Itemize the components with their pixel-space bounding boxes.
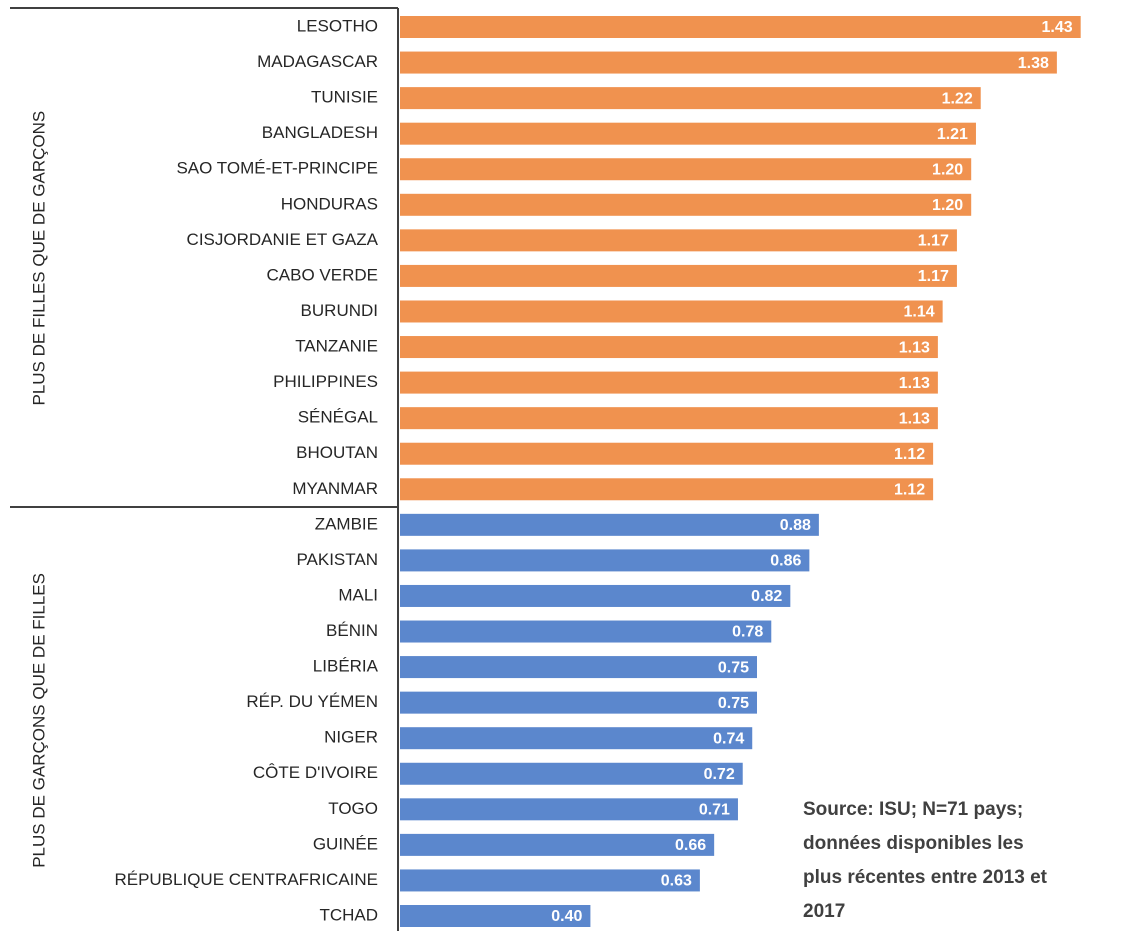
bar (400, 336, 938, 359)
value-label: 0.75 (718, 659, 749, 676)
group-label: PLUS DE FILLES QUE DE GARÇONS (29, 111, 48, 406)
category-label: MALI (338, 585, 378, 604)
category-label: LIBÉRIA (313, 657, 379, 676)
value-label: 1.20 (932, 197, 963, 214)
category-label: NIGER (324, 728, 378, 747)
value-label: 0.88 (780, 517, 811, 534)
value-label: 1.14 (903, 304, 934, 321)
bar (400, 16, 1081, 38)
value-label: 1.12 (894, 481, 925, 498)
value-label: 1.43 (1042, 19, 1073, 36)
bar (400, 158, 972, 181)
bar (400, 905, 591, 927)
value-label: 0.66 (675, 837, 706, 854)
value-label: 1.13 (899, 410, 930, 427)
annotation: plus récentes entre 2013 et (803, 867, 1048, 888)
bar (400, 869, 700, 892)
value-label: 1.38 (1018, 55, 1049, 72)
annotation: Source: ISU; N=71 pays; (803, 799, 1023, 820)
bar (400, 620, 772, 643)
category-label: BANGLADESH (262, 123, 378, 142)
category-label: BÉNIN (326, 621, 378, 640)
value-label: 1.17 (918, 268, 949, 285)
value-label: 0.74 (713, 730, 744, 747)
value-label: 0.78 (732, 624, 763, 641)
value-label: 0.63 (661, 873, 692, 890)
value-label: 0.86 (770, 553, 801, 570)
category-label: TOGO (328, 799, 378, 818)
category-label: LESOTHO (297, 16, 378, 35)
bar (400, 478, 934, 501)
category-label: RÉP. DU YÉMEN (246, 692, 378, 711)
bar (400, 193, 972, 216)
bar (400, 122, 976, 145)
category-label: HONDURAS (281, 194, 378, 213)
bar (400, 229, 957, 252)
category-label: CABO VERDE (267, 265, 378, 284)
category-label: MYANMAR (292, 479, 378, 498)
category-label: PHILIPPINES (273, 372, 378, 391)
value-label: 1.13 (899, 375, 930, 392)
bar (400, 549, 810, 572)
category-label: RÉPUBLIQUE CENTRAFRICAINE (114, 870, 378, 889)
bar (400, 87, 981, 110)
value-label: 0.71 (699, 802, 730, 819)
bar (400, 798, 738, 821)
annotation: données disponibles les (803, 833, 1024, 854)
category-label: GUINÉE (313, 834, 378, 853)
value-label: 1.21 (937, 126, 968, 143)
category-label: ZAMBIE (315, 514, 378, 533)
bar (400, 833, 715, 856)
category-label: CÔTE D'IVOIRE (253, 763, 378, 782)
value-label: 0.72 (704, 766, 735, 783)
bar (400, 371, 938, 394)
category-label: CISJORDANIE ET GAZA (187, 230, 379, 249)
bar (400, 762, 743, 785)
bar (400, 691, 757, 714)
bar (400, 407, 938, 430)
value-label: 1.22 (942, 90, 973, 107)
group-label: PLUS DE GARÇONS QUE DE FILLES (29, 573, 48, 868)
category-label: SÉNÉGAL (298, 408, 378, 427)
value-label: 1.17 (918, 233, 949, 250)
category-label: TUNISIE (311, 88, 378, 107)
value-label: 0.40 (551, 908, 582, 925)
category-label: TCHAD (319, 905, 378, 924)
category-label: BURUNDI (301, 301, 378, 320)
bar (400, 513, 819, 536)
value-label: 1.12 (894, 446, 925, 463)
bar (400, 656, 757, 679)
bar (400, 584, 791, 607)
category-label: PAKISTAN (296, 550, 378, 569)
category-label: BHOUTAN (296, 443, 378, 462)
bar (400, 442, 934, 465)
bar (400, 727, 753, 750)
category-label: SAO TOMÉ-ET-PRINCIPE (176, 159, 378, 178)
bar (400, 264, 957, 287)
value-label: 0.82 (751, 588, 782, 605)
value-label: 1.13 (899, 339, 930, 356)
category-label: TANZANIE (295, 337, 378, 356)
annotation: 2017 (803, 901, 845, 922)
value-label: 0.75 (718, 695, 749, 712)
category-label: MADAGASCAR (257, 52, 378, 71)
bar (400, 300, 943, 323)
value-label: 1.20 (932, 161, 963, 178)
bar (400, 51, 1057, 74)
